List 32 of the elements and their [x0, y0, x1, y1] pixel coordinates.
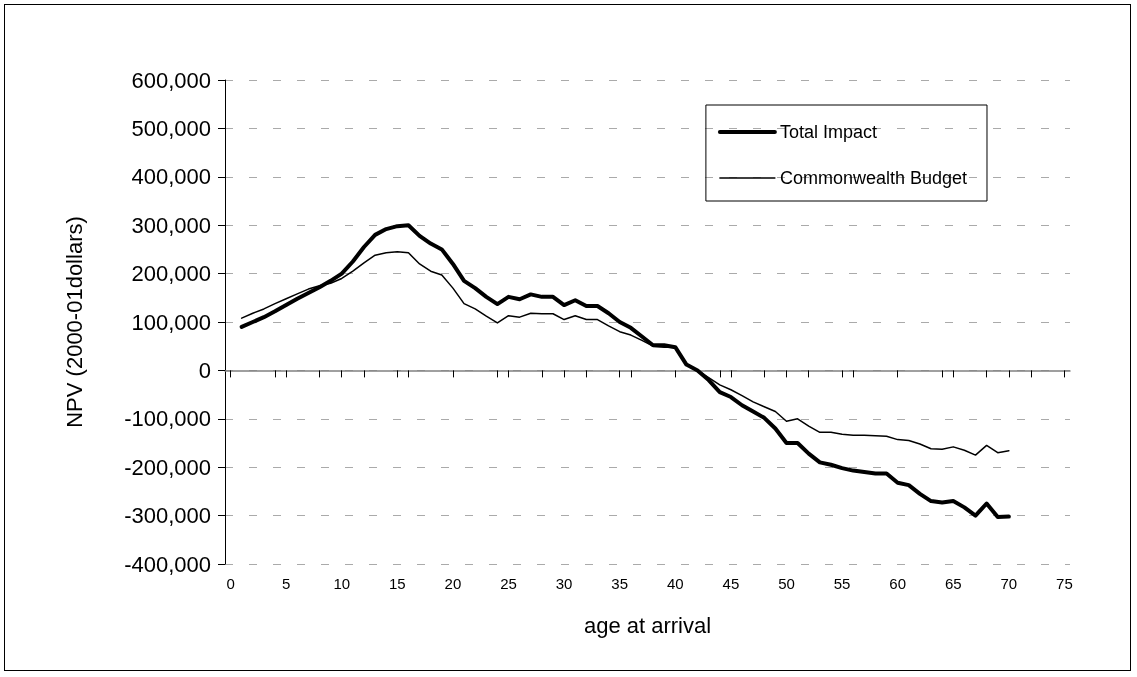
y-tick-label: -200,000 [124, 454, 211, 480]
y-tick-label: -400,000 [124, 551, 211, 577]
x-tick-label: 40 [666, 575, 684, 592]
x-tick-label: 60 [889, 575, 907, 592]
x-tick-label: 35 [611, 575, 629, 592]
x-tick-label: 70 [1000, 575, 1018, 592]
y-tick-label: 200,000 [131, 261, 211, 287]
x-tick-label: 75 [1056, 575, 1073, 592]
legend-label: Commonwealth Budget [779, 168, 968, 188]
x-tick-label: 15 [388, 575, 406, 592]
x-tick-label: 45 [722, 575, 740, 592]
y-axis-title: NPV (2000-01dollars) [61, 216, 87, 428]
y-tick-label: 300,000 [131, 212, 211, 238]
y-tick-label: 0 [198, 357, 211, 383]
y-tick-label: -300,000 [124, 503, 211, 529]
legend-label: Total Impact [779, 122, 877, 142]
x-tick-label: 30 [555, 575, 573, 592]
x-tick-label: 65 [944, 575, 962, 592]
x-tick-label: 5 [281, 575, 291, 592]
y-tick-label: -100,000 [124, 406, 211, 432]
line-series [239, 223, 1011, 520]
x-tick-label: 25 [500, 575, 517, 592]
y-tick-label: 600,000 [131, 67, 211, 93]
x-axis-title: age at arrival [583, 612, 712, 638]
y-tick-label: 100,000 [131, 309, 211, 335]
y-tick-label: 500,000 [131, 115, 211, 141]
x-tick-label: 0 [226, 575, 235, 592]
x-tick-label: 10 [333, 575, 351, 592]
x-tick-label: 20 [444, 575, 462, 592]
x-tick-label: 50 [778, 575, 795, 592]
x-tick-label: 55 [833, 575, 851, 592]
y-tick-label: 400,000 [131, 164, 211, 190]
